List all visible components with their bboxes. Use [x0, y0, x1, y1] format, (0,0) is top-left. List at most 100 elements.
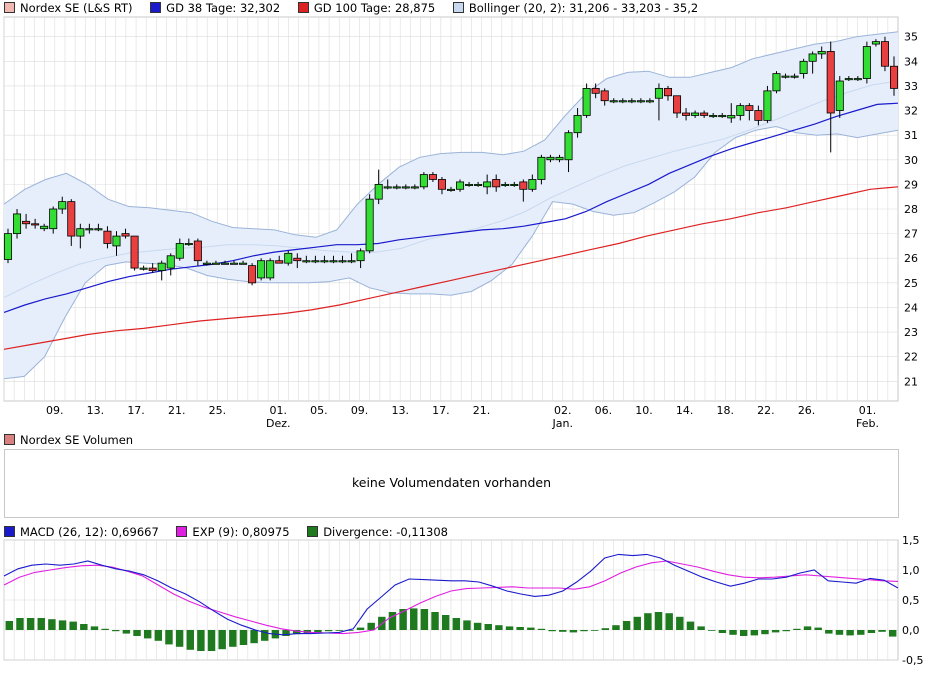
candle-body: [618, 100, 627, 103]
legend-bollinger-label: Bollinger (20, 2): 31,206 - 33,203 - 35,…: [468, 1, 699, 15]
candle-body: [781, 75, 790, 78]
divergence-bar: [388, 612, 397, 630]
candle-body: [419, 174, 428, 188]
candle-body: [401, 186, 410, 189]
divergence-bar: [622, 621, 631, 630]
candle-body: [67, 201, 76, 237]
price-x-tick-label: 06.: [595, 404, 613, 417]
divergence-bar: [292, 630, 301, 635]
price-y-tick-label: 30: [904, 154, 918, 167]
divergence-bar: [835, 630, 844, 635]
price-y-tick-label: 25: [904, 277, 918, 290]
divergence-bar: [771, 630, 780, 633]
bollinger-band-area: [4, 31, 898, 379]
divergence-bar: [803, 626, 812, 630]
candle-body: [103, 230, 112, 244]
price-x-tick-label: 22.: [757, 404, 775, 417]
candle-body: [799, 60, 808, 75]
legend-volume-label: Nordex SE Volumen: [20, 433, 134, 447]
macd-y-tick-label: 1,5: [902, 534, 920, 547]
divergence-bar: [612, 625, 620, 630]
candle-body: [239, 262, 248, 265]
candle-body: [871, 41, 880, 45]
divergence-bar: [644, 613, 652, 630]
divergence-bar: [314, 630, 322, 633]
candle-body: [889, 65, 899, 89]
divergence-bar: [112, 630, 120, 632]
candle-body: [130, 235, 139, 269]
candle-body: [22, 220, 31, 225]
divergence-bar: [441, 615, 450, 630]
price-x-tick-label: 21.: [168, 404, 186, 417]
divergence-bar: [346, 630, 354, 631]
divergence-bar: [58, 620, 67, 630]
candle-body: [555, 156, 564, 161]
divergence-bar: [463, 620, 471, 630]
legend-divergence: Divergence: -0,11308: [307, 525, 448, 539]
divergence-bar: [367, 622, 375, 630]
divergence-bar: [750, 630, 759, 636]
divergence-bar: [537, 628, 546, 630]
candle-body: [501, 183, 510, 186]
candle-body: [709, 115, 718, 118]
price-x-month-label: Feb.: [856, 417, 879, 430]
price-y-tick-label: 21: [904, 375, 918, 388]
candle-body: [456, 181, 465, 190]
price-x-tick-label: 25.: [209, 404, 227, 417]
candle-body: [817, 51, 826, 55]
price-y-tick-label: 33: [904, 80, 918, 93]
price-y-tick-label: 28: [904, 203, 918, 216]
macd-y-tick-label: 1,0: [902, 564, 920, 577]
candle-body: [636, 100, 645, 103]
price-x-tick-label: 21.: [473, 404, 491, 417]
candle-body: [193, 240, 202, 262]
legend-divergence-label: Divergence: -0,11308: [323, 525, 448, 539]
price-y-tick-label: 35: [904, 31, 918, 44]
candle-body: [582, 87, 591, 116]
legend-price: Nordex SE (L&S RT): [4, 1, 133, 15]
price-x-tick-label: 02.: [554, 404, 572, 417]
price-y-tick-label: 31: [904, 129, 918, 142]
divergence-bar: [239, 630, 248, 645]
divergence-bar: [250, 630, 258, 644]
divergence-bar: [229, 630, 237, 647]
candle-body: [49, 208, 58, 230]
divergence-bar: [452, 618, 461, 630]
candle-body: [175, 243, 184, 259]
candle-body: [546, 156, 555, 161]
candle-body: [862, 46, 871, 79]
candle-body: [808, 53, 817, 62]
candle-body: [202, 262, 211, 265]
candle-body: [3, 233, 13, 260]
legend-swatch-exp: [176, 526, 188, 537]
divergence-bar: [165, 630, 173, 645]
candle-body: [356, 250, 365, 262]
divergence-bar: [548, 630, 556, 632]
price-y-tick-label: 27: [904, 228, 918, 241]
price-x-tick-label: 13.: [87, 404, 105, 417]
candle-body: [763, 90, 772, 121]
candle-body: [654, 87, 663, 99]
candle-body: [266, 260, 275, 279]
divergence-bar: [90, 626, 99, 630]
candle-body: [383, 186, 392, 189]
divergence-bar: [399, 609, 407, 630]
macd-y-tick-label: -0,5: [902, 654, 923, 667]
price-x-tick-label: 13.: [391, 404, 409, 417]
candle-body: [374, 183, 383, 200]
macd-grid: [3, 539, 898, 661]
divergence-bar: [5, 621, 14, 630]
candle-body: [853, 78, 862, 81]
divergence-bar: [676, 616, 684, 630]
divergence-bar: [431, 612, 439, 630]
divergence-bar: [420, 609, 429, 630]
divergence-bar: [26, 618, 35, 630]
candle-body: [826, 51, 835, 114]
price-y-tick-label: 32: [904, 105, 918, 118]
price-x-tick-label: 17.: [127, 404, 145, 417]
candle-body: [410, 186, 419, 189]
candle-body: [663, 87, 672, 97]
divergence-bar: [69, 621, 77, 630]
divergence-bar: [154, 630, 163, 641]
